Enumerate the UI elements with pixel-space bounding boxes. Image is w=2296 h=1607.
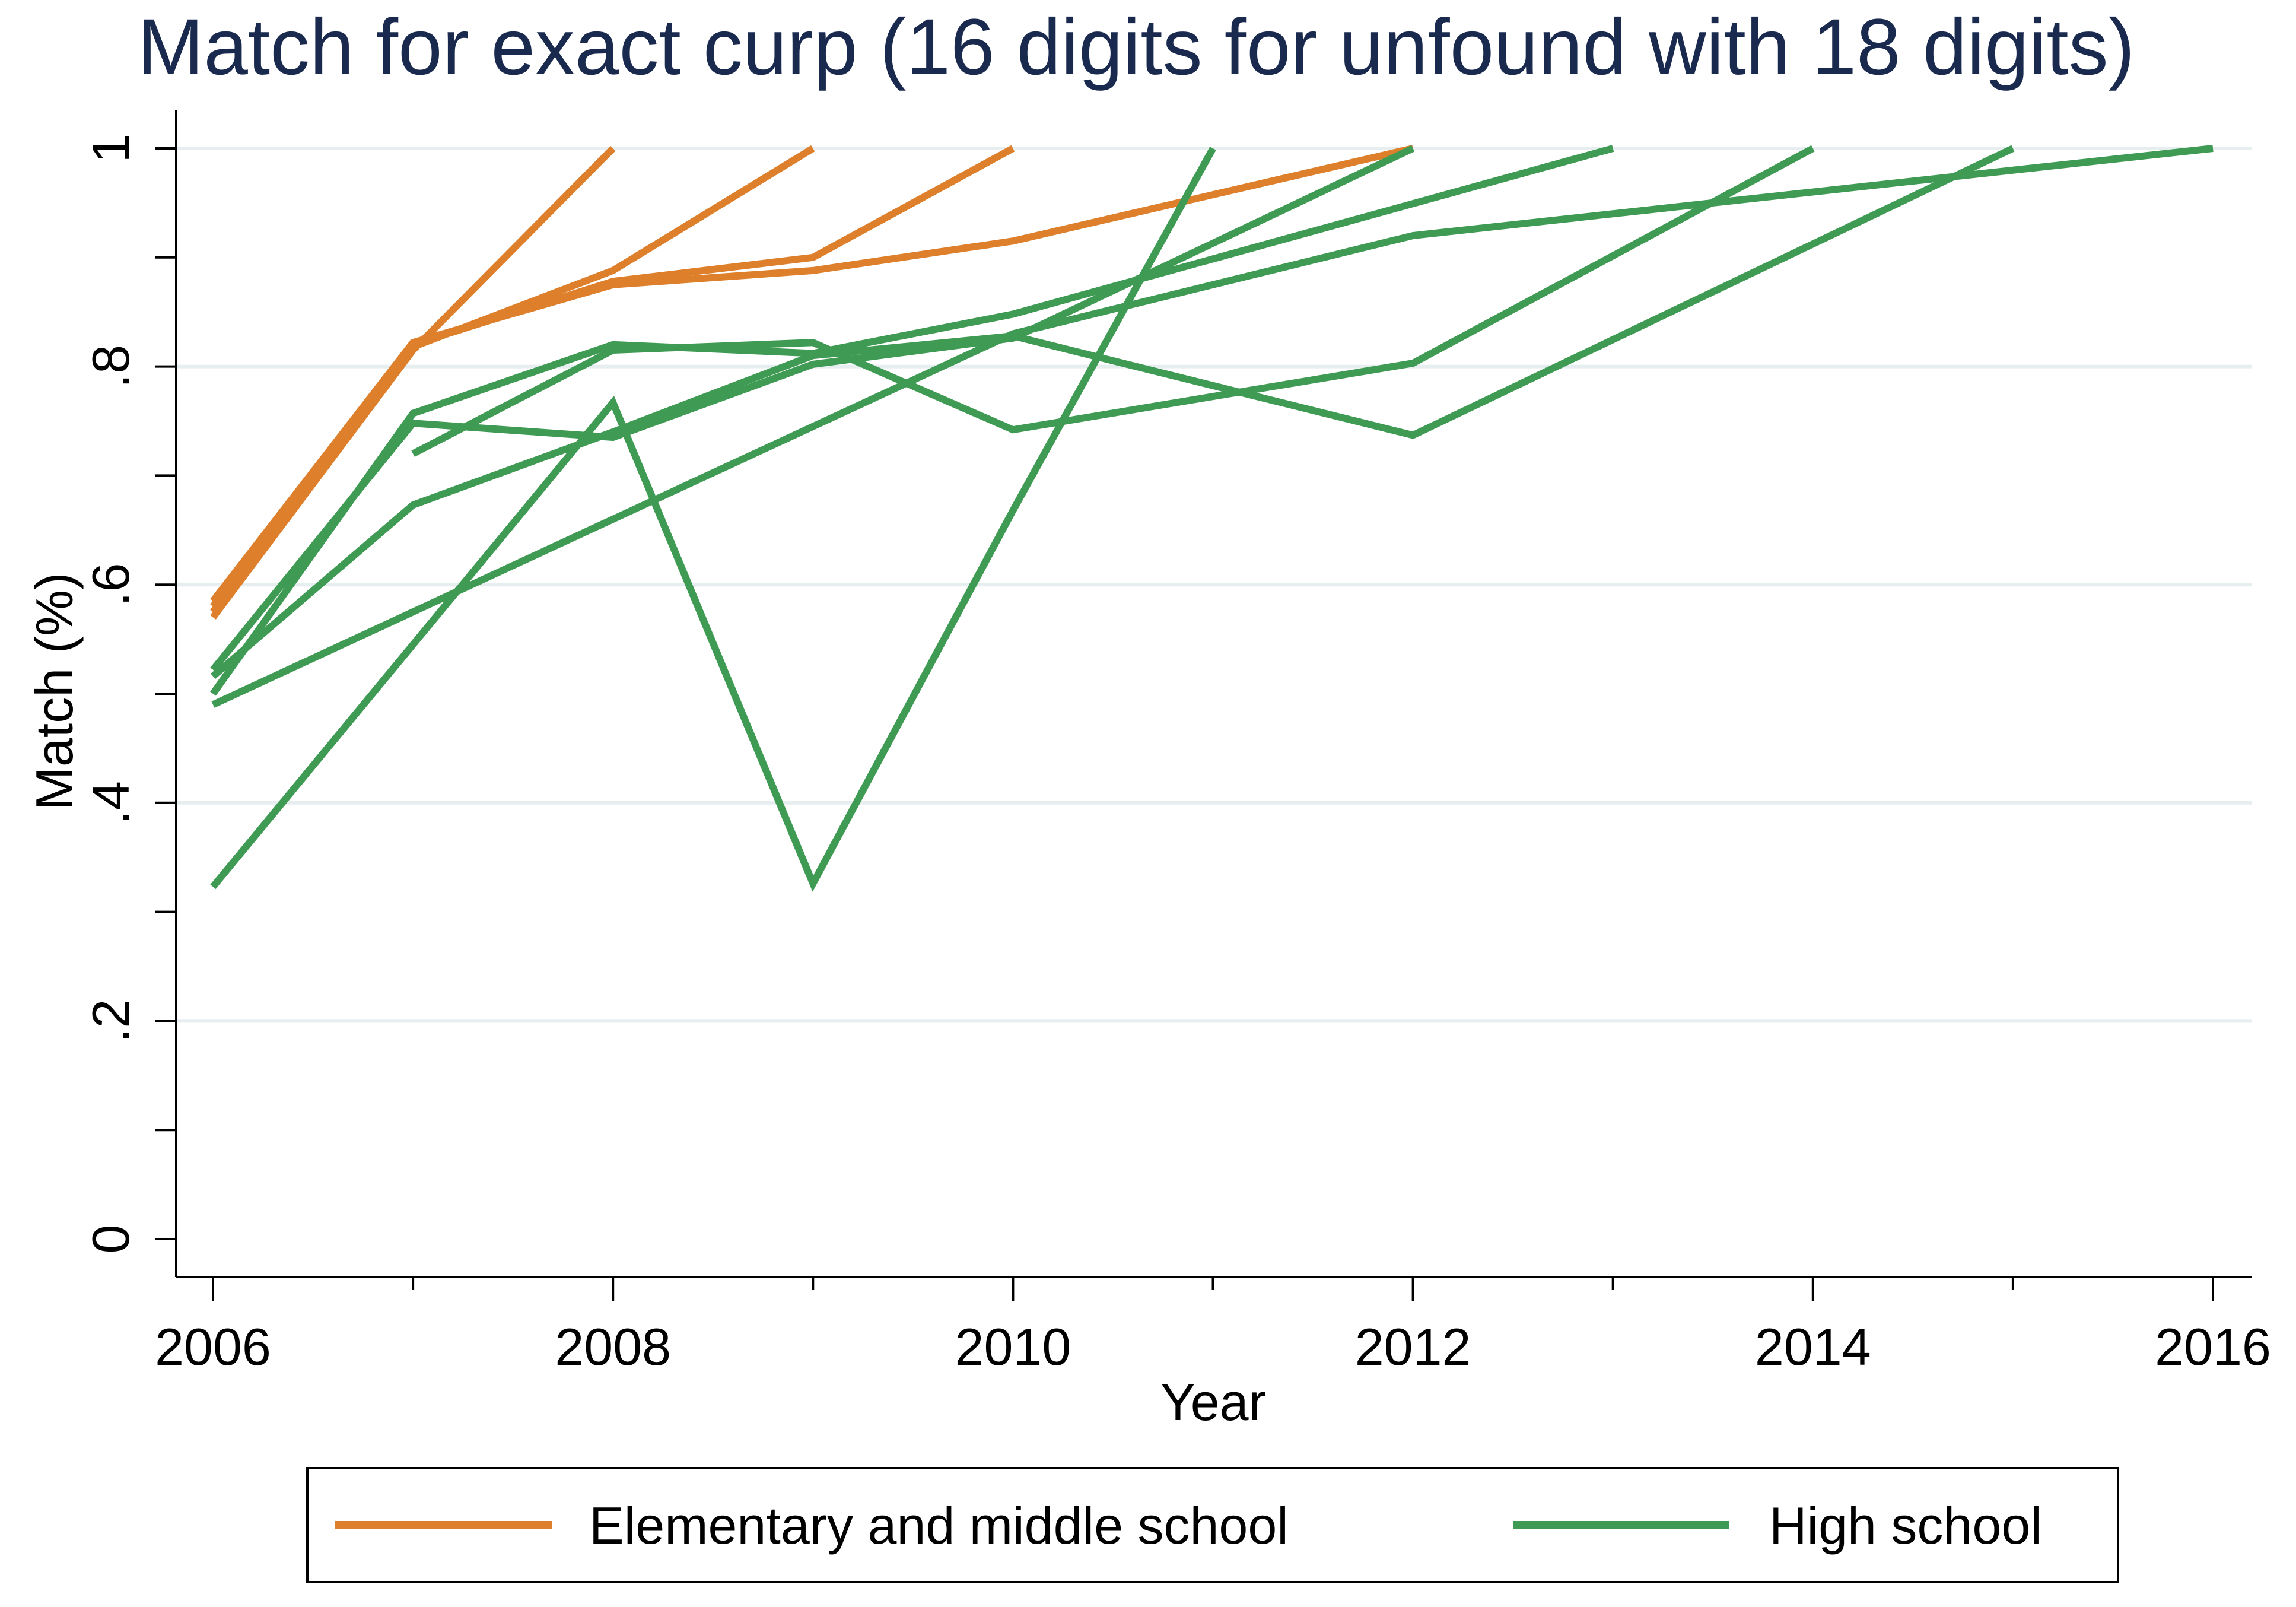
x-tick-label: 2008	[555, 1317, 671, 1376]
axes	[155, 110, 2252, 1301]
x-tick-label: 2010	[955, 1317, 1071, 1376]
y-tick-label: .6	[81, 563, 140, 606]
series-line-high-school	[411, 145, 1815, 457]
x-tick-label: 2012	[1355, 1317, 1471, 1376]
chart-title: Match for exact curp (16 digits for unfo…	[138, 3, 2135, 91]
series-layer	[210, 145, 2214, 892]
x-tick-label: 2016	[2155, 1317, 2271, 1376]
x-tick-label: 2014	[1755, 1317, 1871, 1376]
legend-label-elementary: Elementary and middle school	[589, 1496, 1289, 1555]
legend: Elementary and middle school High school	[306, 1467, 2119, 1583]
series-line-high-school	[211, 145, 2015, 679]
series-line-elementary	[210, 145, 1414, 604]
y-tick-label: 0	[81, 1225, 140, 1254]
y-tick-label: .8	[81, 345, 140, 388]
tick-labels: 0 .2 .4 .6 .8 1 2006 2008 2010 2012 2014 2016	[81, 134, 2271, 1376]
y-tick-label: 1	[81, 134, 140, 163]
series-line-high-school	[211, 145, 2214, 708]
series-line-high-school	[210, 147, 1216, 892]
gridlines	[176, 147, 2252, 1023]
legend-box	[306, 1467, 2119, 1583]
x-tick-label: 2006	[155, 1317, 271, 1376]
y-axis-label: Match (%)	[25, 573, 84, 811]
y-tick-label: .2	[81, 999, 140, 1043]
x-axis-label: Year	[1160, 1373, 1266, 1431]
series-line-high-school	[210, 145, 1415, 672]
legend-label-high-school: High school	[1769, 1496, 2042, 1555]
y-tick-label: .4	[81, 781, 140, 824]
